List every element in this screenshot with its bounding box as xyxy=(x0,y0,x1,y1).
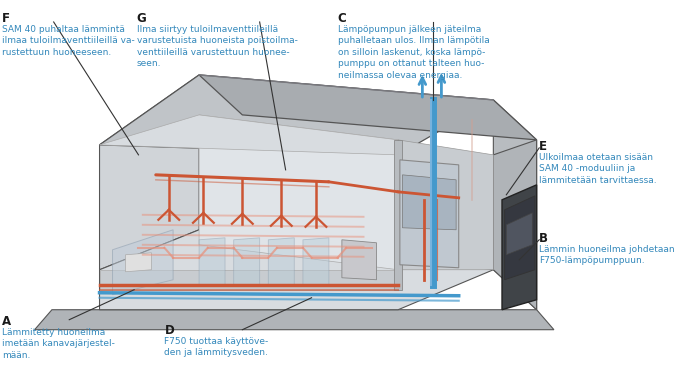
Polygon shape xyxy=(99,75,494,155)
Text: F750 tuottaa käyttöve-
den ja lämmitysveden.: F750 tuottaa käyttöve- den ja lämmitysve… xyxy=(165,337,269,357)
Text: Lämpöpumpun jälkeen jäteilma
puhalletaan ulos. Ilman lämpötila
on silloin lasken: Lämpöpumpun jälkeen jäteilma puhalletaan… xyxy=(337,25,490,80)
Polygon shape xyxy=(99,115,398,155)
Polygon shape xyxy=(99,270,398,290)
Polygon shape xyxy=(99,75,199,270)
Text: B: B xyxy=(539,232,548,245)
Text: F: F xyxy=(2,12,10,25)
Polygon shape xyxy=(342,240,377,280)
Polygon shape xyxy=(400,160,459,268)
Text: D: D xyxy=(165,324,174,337)
Polygon shape xyxy=(199,238,225,285)
Polygon shape xyxy=(126,253,152,272)
Polygon shape xyxy=(494,140,537,310)
Polygon shape xyxy=(303,238,329,285)
Text: Ilma siirtyy tuloilmaventtiileillä
varustetuista huoneista poistoilma-
venttiile: Ilma siirtyy tuloilmaventtiileillä varus… xyxy=(137,25,298,68)
Polygon shape xyxy=(507,213,532,255)
Polygon shape xyxy=(234,238,260,285)
Text: Lämmin huoneilma johdetaan
F750-lämpöpumppuun.: Lämmin huoneilma johdetaan F750-lämpöpum… xyxy=(539,245,675,265)
Text: G: G xyxy=(137,12,146,25)
Text: SAM 40 puhaltaa lämmintä
ilmaa tuloilmaventtiileillä va-
rustettuun huoneeseen.: SAM 40 puhaltaa lämmintä ilmaa tuloilmav… xyxy=(2,25,135,57)
Polygon shape xyxy=(505,196,535,280)
Polygon shape xyxy=(269,238,294,285)
Polygon shape xyxy=(394,140,403,290)
Polygon shape xyxy=(199,75,537,140)
Polygon shape xyxy=(199,115,398,270)
Polygon shape xyxy=(35,310,554,330)
Text: A: A xyxy=(2,315,11,328)
Text: Ulkoilmaa otetaan sisään
SAM 40 -moduuliin ja
lämmitetään tarvittaessa.: Ulkoilmaa otetaan sisään SAM 40 -moduuli… xyxy=(539,153,657,185)
Text: E: E xyxy=(539,140,547,153)
Text: Lämmitetty huoneilma
imetään kanavajärjestel-
mään.: Lämmitetty huoneilma imetään kanavajärje… xyxy=(2,328,115,360)
Polygon shape xyxy=(502,185,537,310)
Polygon shape xyxy=(99,230,494,310)
Polygon shape xyxy=(403,175,456,230)
Polygon shape xyxy=(398,140,494,270)
Polygon shape xyxy=(112,230,173,295)
Text: C: C xyxy=(337,12,346,25)
Polygon shape xyxy=(494,100,537,310)
